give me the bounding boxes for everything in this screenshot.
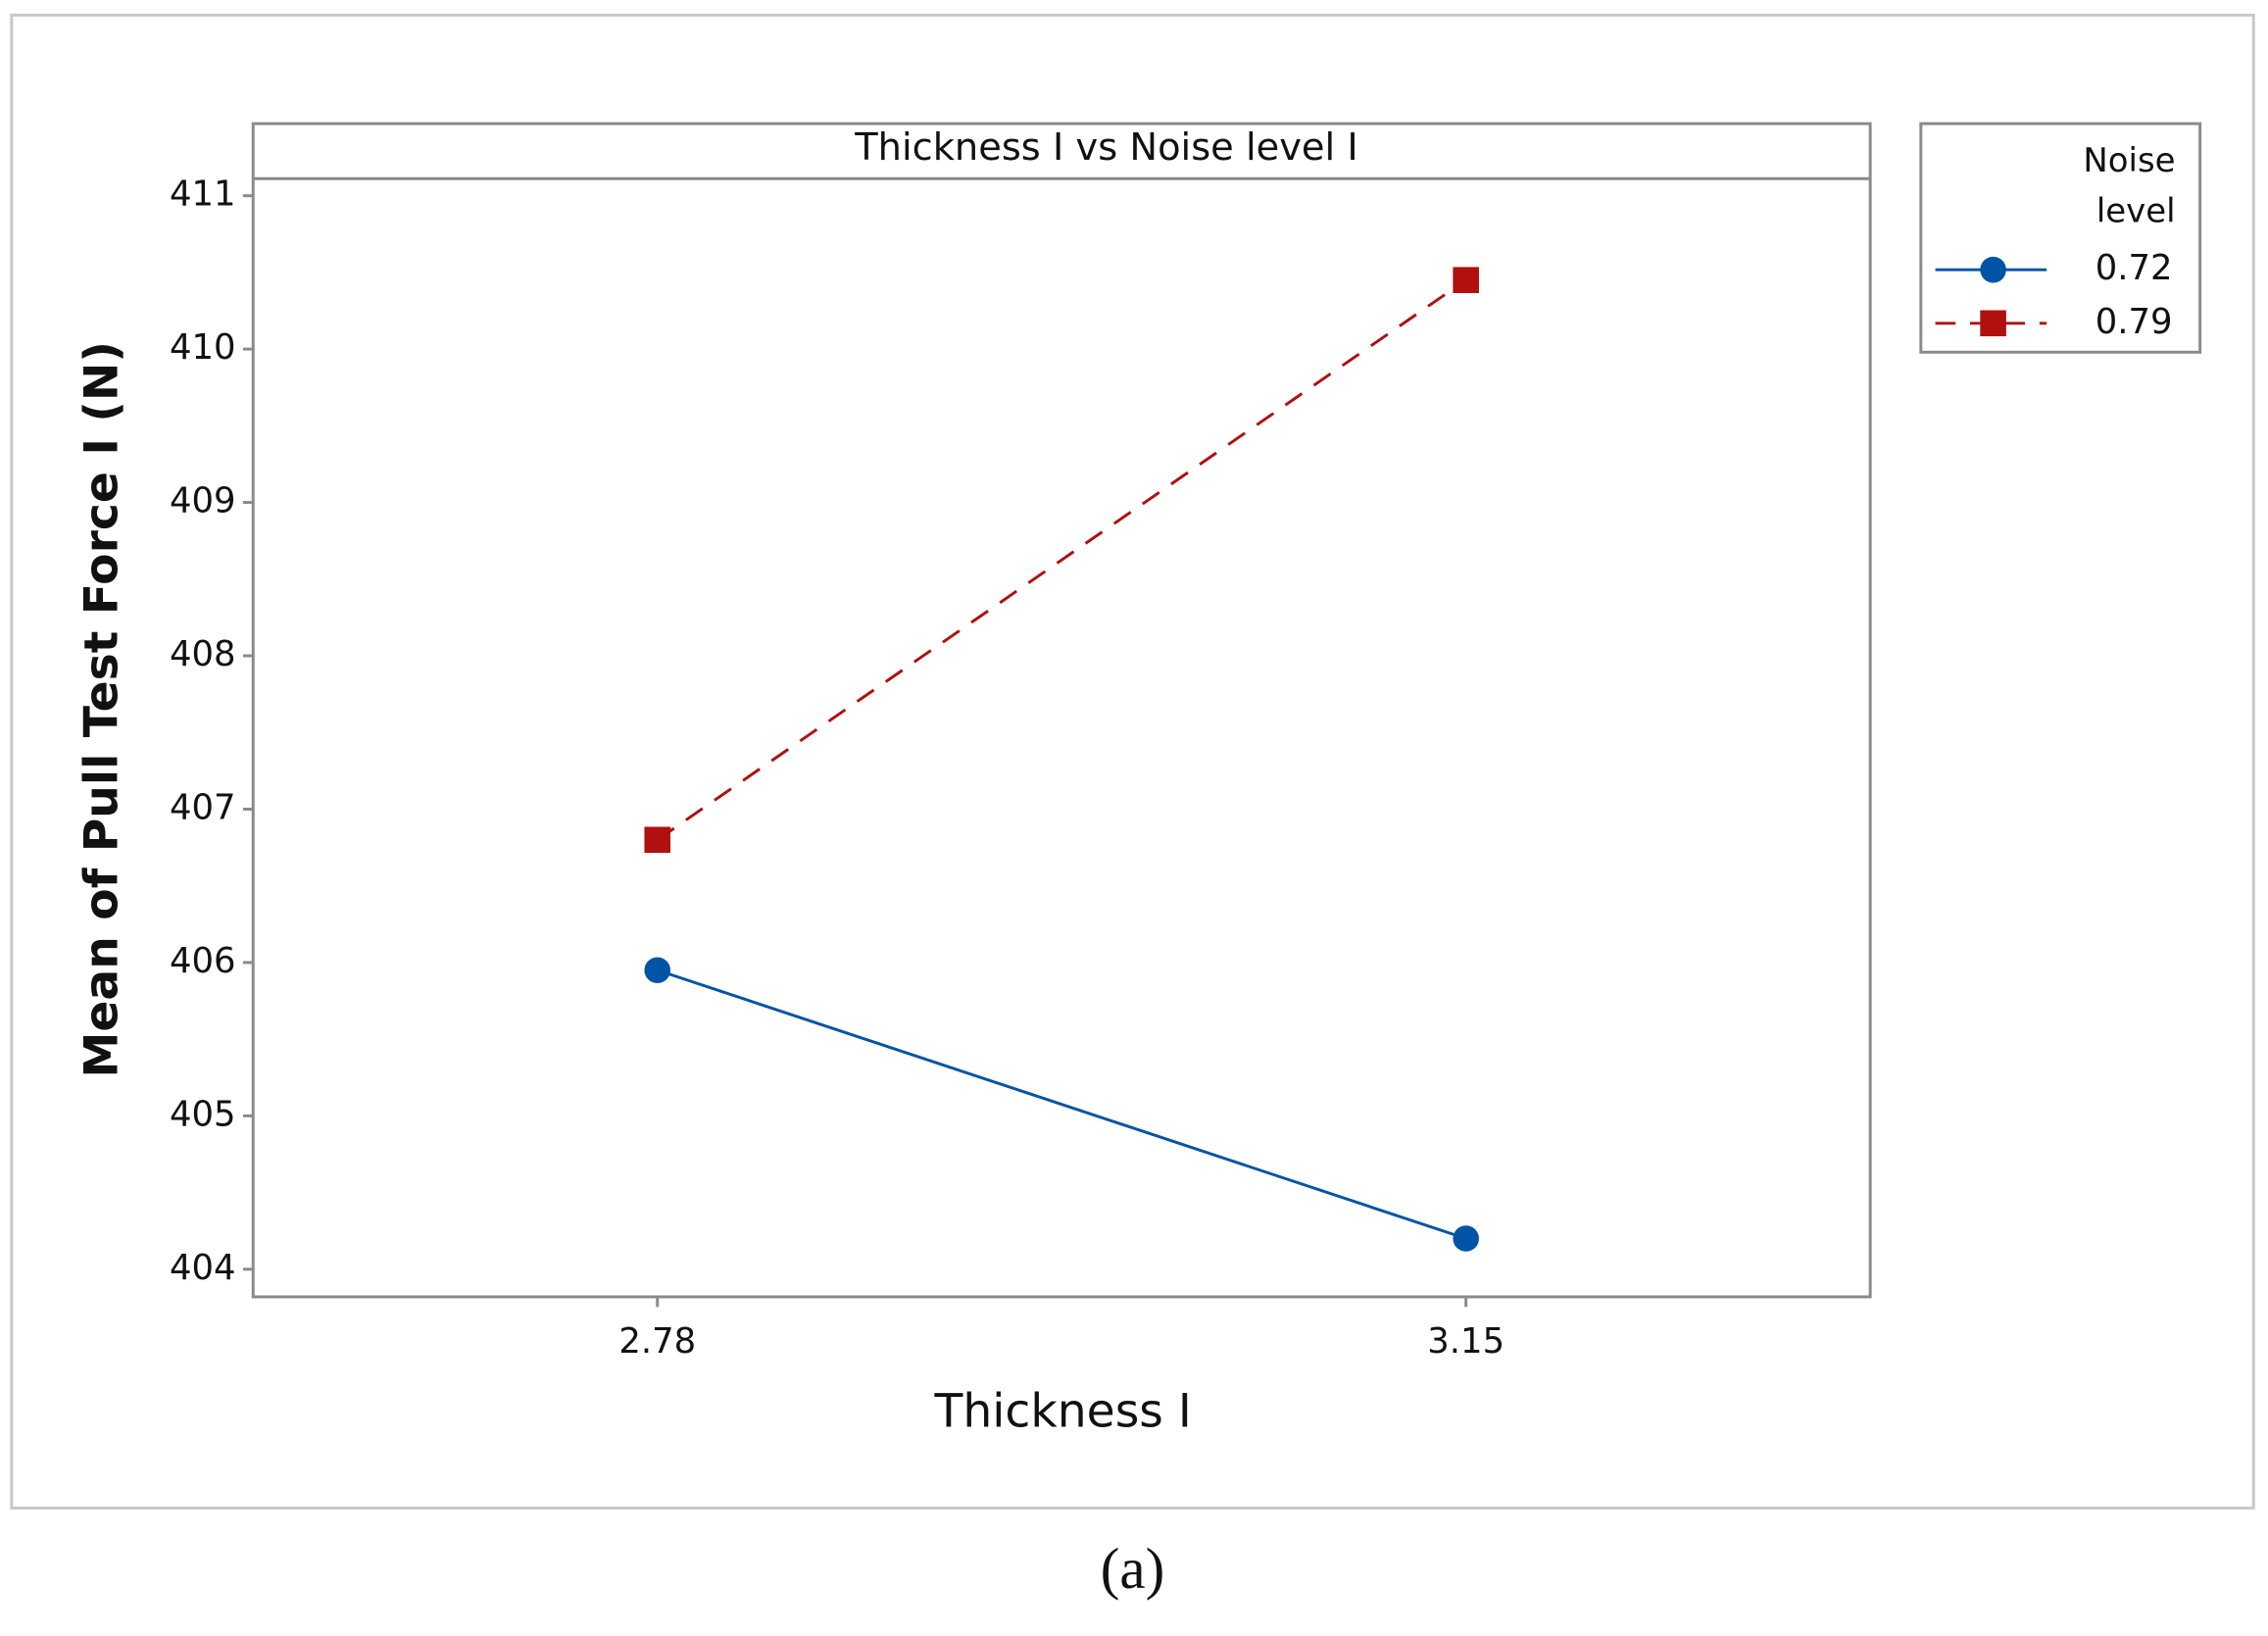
legend-title: Noise level — [2083, 142, 2176, 231]
x-tick-label: 3.15 — [1427, 1321, 1504, 1362]
series-line — [656, 278, 1467, 841]
figure-frame — [10, 13, 2255, 1510]
legend-marker — [1980, 256, 2006, 283]
data-point — [644, 957, 671, 984]
legend-label: 0.72 — [2095, 248, 2173, 288]
x-tick-label: 2.78 — [618, 1321, 696, 1362]
series-line — [657, 968, 1467, 1240]
legend-title-box: Noise level — [2083, 142, 2176, 231]
y-tick-label: 409 — [170, 481, 236, 521]
y-tick-label: 405 — [170, 1094, 236, 1134]
chart-title: Thickness I vs Noise level I — [854, 125, 1358, 170]
x-axis-label: Thickness I — [934, 1385, 1192, 1439]
data-point — [1453, 1225, 1479, 1252]
y-tick-label: 404 — [170, 1248, 236, 1288]
legend-label: 0.79 — [2095, 302, 2173, 342]
caption: (a) — [1101, 1536, 1165, 1601]
y-axis-label: Mean of Pull Test Force I (N) — [74, 341, 128, 1078]
legend-frame — [1919, 122, 2202, 354]
y-tick-label: 406 — [170, 941, 236, 981]
y-tick-label: 410 — [170, 327, 236, 368]
data-point — [644, 826, 671, 854]
legend-marker — [1980, 310, 2006, 337]
y-tick-label: 408 — [170, 634, 236, 674]
y-tick-label: 411 — [170, 174, 236, 215]
y-tick-label: 407 — [170, 787, 236, 827]
data-point — [1453, 267, 1479, 293]
plot-frame — [251, 122, 1872, 1299]
